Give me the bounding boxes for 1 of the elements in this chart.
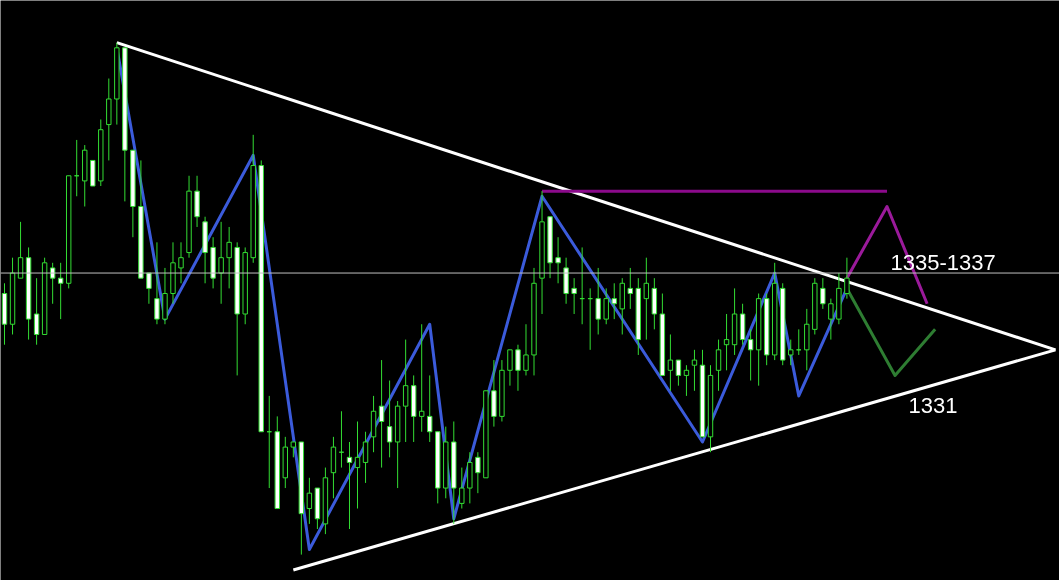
annotation: 1331 [908,393,958,418]
